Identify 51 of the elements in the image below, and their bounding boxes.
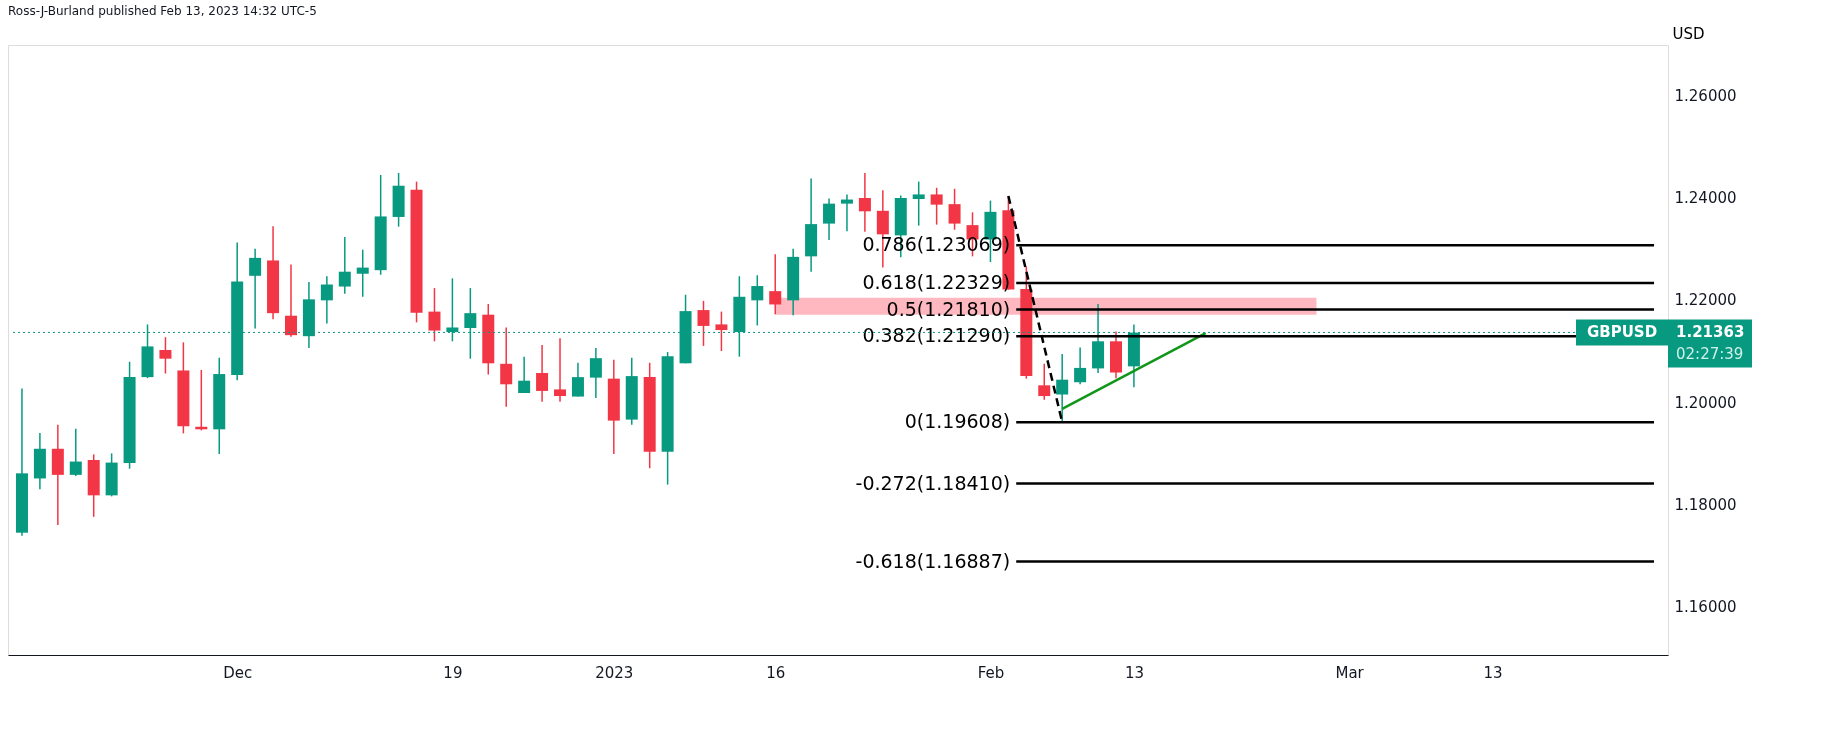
x-tick-label: 13 [1124,663,1144,682]
candlestick [823,197,836,241]
x-tick-label: 2023 [595,663,634,682]
candlestick [930,187,943,226]
x-tick-label: 19 [443,663,463,682]
candlestick [571,362,584,398]
y-tick-label: 1.16000 [1674,598,1737,617]
candlestick [697,300,710,347]
candlestick [554,337,567,403]
ref-line-label: 0.382(1.21290) [862,324,1011,347]
candlestick [1074,346,1087,386]
y-tick-label: 1.18000 [1674,496,1737,515]
candlestick [858,172,871,233]
x-tick-label: Dec [223,663,253,682]
y-tick-label: 1.20000 [1674,393,1737,412]
candlestick [338,236,351,295]
candlestick [769,253,782,315]
y-axis-title: USD [1672,24,1705,43]
candlestick [284,263,297,338]
candlestick [500,326,513,408]
candlestick [715,310,728,352]
ref-line-label: GBPUSD [1586,323,1658,342]
candlestick [428,287,441,343]
y-tick-label: 1.22000 [1674,291,1737,310]
text: 1.21363 [1676,323,1745,342]
candlestick [249,247,262,330]
candlestick [1056,353,1069,423]
ref-line-label: -0.272(1.18410) [855,471,1011,494]
text: 02:27:39 [1676,345,1744,364]
x-tick-label: Feb [977,663,1005,682]
candlestick [536,344,549,403]
candlestick [840,193,853,233]
x-tick-label: 16 [766,663,786,682]
ref-line-label: -0.618(1.16887) [855,549,1011,572]
x-tick-label: Mar [1335,663,1365,682]
chart-title: Ross-J-Burland published Feb 13, 2023 14:32 UTC-5 [8,4,317,18]
candlestick [589,347,602,399]
ref-line-label: 0(1.19608) [904,410,1011,433]
candlestick [751,274,764,327]
y-tick-label: 1.26000 [1674,86,1737,105]
candlestick [912,180,925,227]
candlestick [69,428,82,477]
candlestick [320,275,333,325]
candlestick [159,336,172,375]
x-tick-label: 13 [1483,663,1503,682]
candlestick [1038,363,1051,401]
candlestick [356,248,369,298]
y-tick-label: 1.24000 [1674,189,1737,207]
candlestick [518,355,531,394]
ref-line-label: 0.5(1.21810) [886,297,1011,320]
candlestick [948,188,961,231]
